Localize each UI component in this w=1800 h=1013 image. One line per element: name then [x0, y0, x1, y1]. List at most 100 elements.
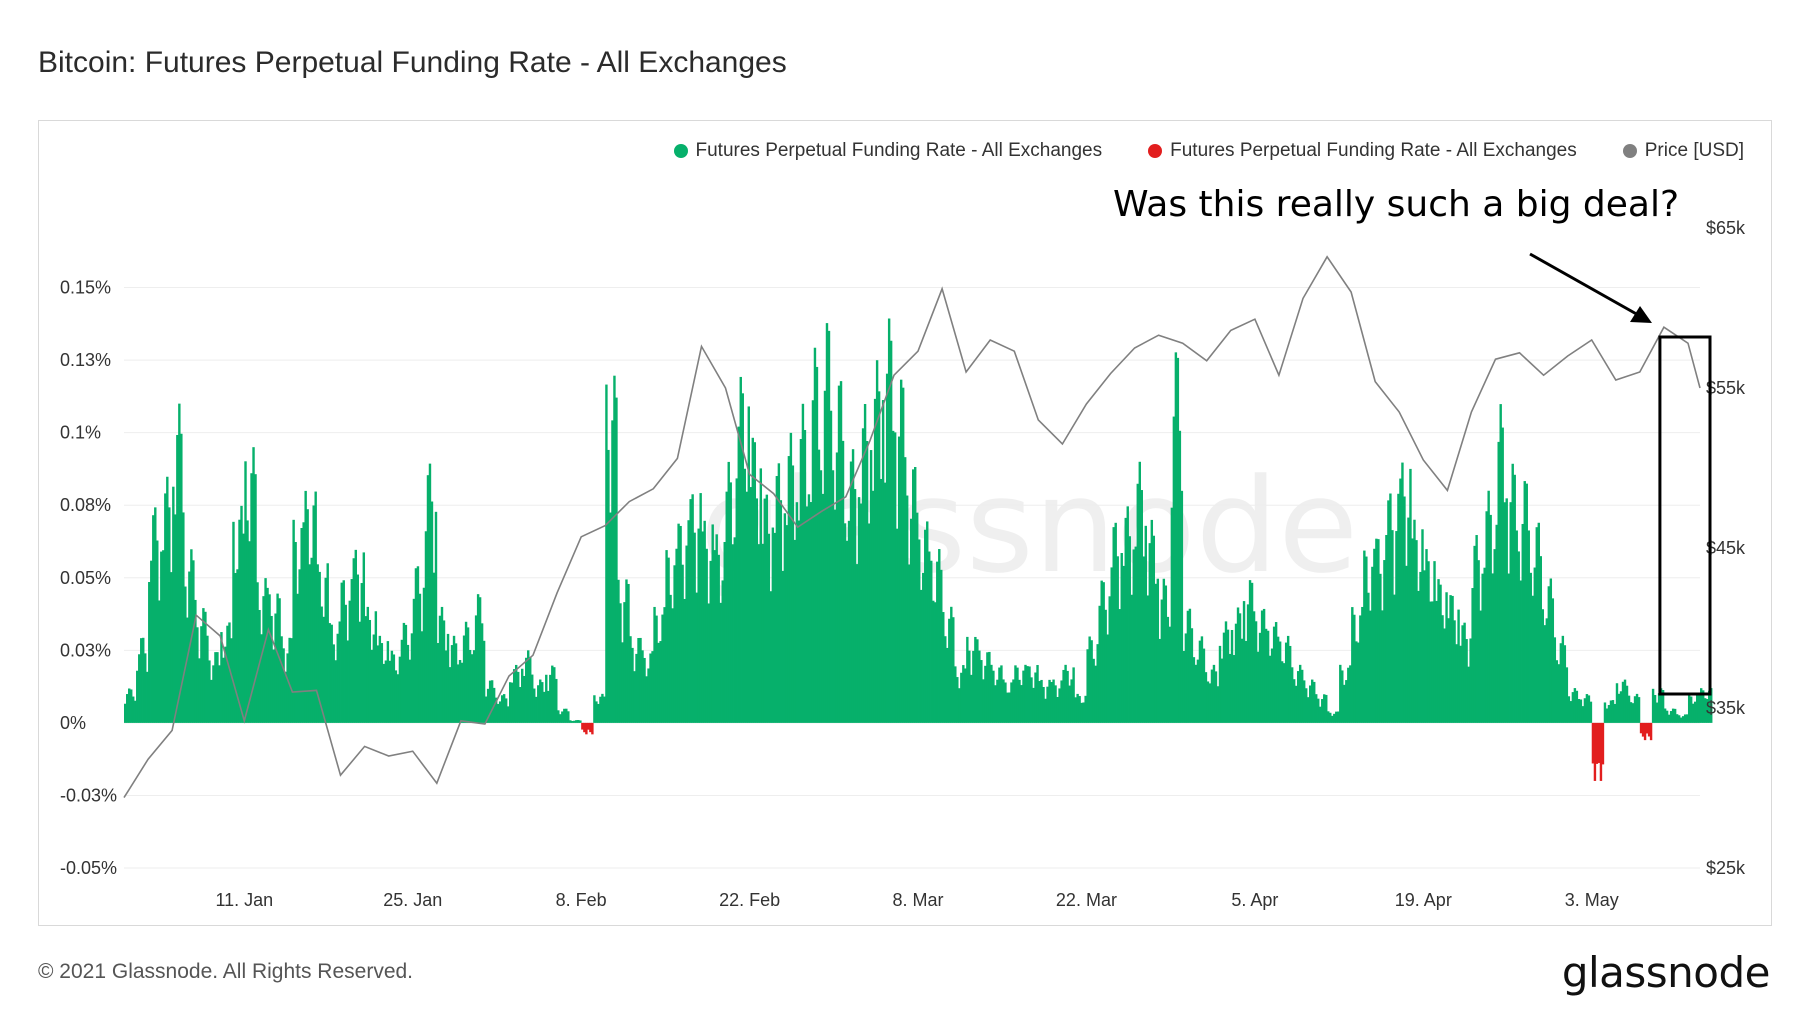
funding-bar [326, 563, 329, 723]
funding-bar [671, 608, 674, 723]
funding-bar [1052, 679, 1055, 723]
funding-bar [344, 604, 347, 723]
funding-bar [873, 398, 877, 723]
funding-bar [218, 665, 221, 723]
funding-bar [154, 507, 157, 723]
funding-bar [1611, 700, 1615, 723]
legend-item-funding-negative[interactable]: Futures Perpetual Funding Rate - All Exc… [1148, 140, 1577, 162]
funding-bar [1066, 670, 1069, 723]
funding-bar [853, 489, 857, 723]
funding-bar [276, 593, 279, 723]
funding-bar [865, 441, 869, 723]
funding-bar [192, 560, 195, 723]
funding-bar [1373, 548, 1376, 723]
funding-bar [954, 666, 957, 723]
funding-bar [1537, 522, 1540, 723]
funding-bar [1100, 580, 1103, 723]
funding-bar [1260, 610, 1264, 723]
funding-bar [1706, 699, 1709, 723]
funding-bar [597, 703, 600, 723]
funding-bar [1549, 578, 1553, 723]
funding-bar [1425, 549, 1428, 723]
funding-bar [260, 634, 263, 723]
funding-bar [502, 694, 506, 723]
legend-dot-red [1148, 144, 1163, 158]
funding-bar [1078, 696, 1081, 723]
funding-bar [801, 403, 805, 723]
right-tick-label: $65k [1706, 218, 1746, 238]
funding-bar [1399, 478, 1402, 723]
funding-bar [350, 579, 353, 723]
funding-bar [1090, 640, 1093, 723]
funding-bar [1675, 714, 1679, 723]
funding-bar [1230, 629, 1234, 723]
funding-bar [1543, 625, 1547, 723]
funding-bar [304, 490, 307, 723]
funding-bar [422, 587, 426, 723]
funding-bar [745, 491, 748, 723]
funding-bar [1164, 585, 1168, 723]
funding-bar [918, 539, 921, 723]
funding-bar [140, 638, 143, 723]
funding-bar [1393, 594, 1396, 723]
funding-bar [330, 624, 333, 723]
funding-bar [1296, 671, 1300, 723]
funding-bar [498, 701, 502, 723]
funding-bar [358, 621, 362, 723]
funding-bar [847, 520, 851, 723]
funding-bar [1623, 679, 1627, 723]
funding-bar [521, 668, 524, 723]
funding-bar [320, 606, 323, 723]
funding-bar [639, 637, 642, 723]
funding-bar [685, 545, 688, 723]
funding-bar [1226, 629, 1230, 723]
funding-bar [1369, 610, 1372, 723]
funding-bar [1274, 622, 1278, 723]
funding-bar [1645, 722, 1649, 734]
funding-bar [1637, 697, 1641, 723]
funding-bar [1435, 600, 1438, 723]
funding-bar [705, 548, 708, 723]
funding-bar [759, 468, 763, 723]
funding-bar [1355, 641, 1358, 723]
legend-item-price[interactable]: Price [USD] [1622, 140, 1744, 162]
funding-bar [136, 670, 139, 723]
funding-bar [889, 340, 893, 723]
funding-bar [1156, 578, 1160, 723]
funding-bar [1383, 560, 1386, 723]
funding-bar [1527, 530, 1530, 723]
funding-bar [1541, 609, 1545, 723]
funding-bar [1058, 688, 1061, 723]
funding-bar [990, 664, 993, 723]
funding-bar [557, 710, 560, 723]
funding-bar [186, 617, 189, 723]
funding-bar [214, 652, 217, 723]
glassnode-logo: glassnode [1561, 948, 1771, 997]
funding-bar [811, 400, 815, 723]
funding-bar [1507, 573, 1510, 723]
funding-bar [1134, 546, 1137, 723]
funding-bar [1403, 496, 1406, 723]
funding-bar [655, 615, 658, 723]
funding-bar [328, 623, 331, 723]
funding-bar [657, 642, 660, 723]
funding-bar [282, 648, 285, 723]
funding-bar [1270, 648, 1274, 723]
funding-bar [1288, 645, 1292, 723]
funding-bar [454, 643, 458, 723]
funding-bar [1054, 685, 1057, 723]
funding-bar [380, 643, 384, 723]
legend-item-funding-positive[interactable]: Futures Perpetual Funding Rate - All Exc… [673, 140, 1102, 162]
funding-bar [1601, 722, 1605, 765]
funding-bar [709, 560, 712, 723]
funding-bar [1114, 522, 1117, 723]
funding-bar [488, 680, 492, 723]
funding-bar [1335, 711, 1338, 723]
funding-bar [950, 606, 953, 723]
funding-bar [368, 619, 372, 723]
funding-bar [436, 643, 440, 723]
funding-bar [785, 525, 789, 723]
funding-bar [795, 502, 799, 723]
funding-bar [1639, 722, 1643, 734]
left-tick-label: 0.08% [60, 495, 111, 515]
